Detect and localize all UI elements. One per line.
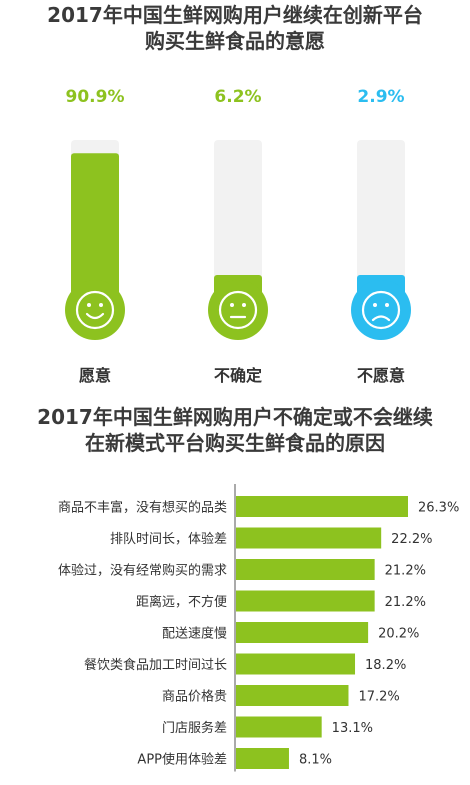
bar-value-label: 17.2%: [358, 690, 399, 705]
chart-title-reasons: 2017年中国生鲜网购用户不确定或不会继续 在新模式平台购买生鲜食品的原因: [0, 404, 470, 456]
face-eye: [230, 303, 234, 307]
bar-row: 距离远，不方便 21.2%: [136, 590, 426, 612]
bar: [236, 559, 375, 580]
reasons-bar-chart: 商品不丰富，没有想买的品类 26.3% 排队时间长，体验差 22.2% 体验过，没有经常…: [58, 484, 459, 772]
bar-row: 体验过，没有经常购买的需求 21.2%: [58, 559, 426, 580]
bar-value-label: 22.2%: [391, 532, 432, 547]
category-label: 愿意: [79, 366, 111, 385]
face-outline: [75, 290, 115, 330]
face-eye: [242, 303, 246, 307]
bar-value-label: 8.1%: [299, 753, 332, 768]
bar: [236, 653, 356, 675]
thermometer-2: 6.2% 不确定: [208, 87, 268, 385]
thermometer-fill: [71, 153, 119, 295]
bar-category-label: 门店服务差: [162, 720, 227, 736]
bar-value-label: 26.3%: [418, 501, 459, 516]
bar: [236, 685, 349, 706]
bar-value-label: 21.2%: [385, 595, 426, 610]
face-eye: [99, 303, 103, 307]
thermometer-3: 2.9% 不愿意: [351, 87, 411, 385]
face-eye: [373, 303, 377, 307]
bar: [236, 622, 369, 643]
title-line-2: 购买生鲜食品的意愿: [145, 29, 325, 53]
thermometer-chart: 90.9% 愿意 6.2% 不确定 2.9% 不愿意: [65, 87, 411, 385]
bar: [236, 748, 289, 769]
bar: [236, 590, 375, 612]
face-outline: [218, 290, 258, 330]
category-label: 不愿意: [357, 366, 405, 385]
thermometer-track: [357, 140, 405, 295]
chart-title-willingness: 2017年中国生鲜网购用户继续在创新平台 购买生鲜食品的意愿: [0, 2, 470, 54]
bar-value-label: 18.2%: [365, 658, 406, 673]
face-eye: [87, 303, 91, 307]
value-label: 6.2%: [214, 87, 261, 107]
sad-face-icon: [351, 280, 411, 340]
bar-row: APP使用体验差 8.1%: [137, 748, 332, 769]
smile-face-icon: [65, 280, 125, 340]
bar-value-label: 21.2%: [385, 564, 426, 579]
face-mouth: [371, 315, 391, 322]
title-line-1: 2017年中国生鲜网购用户继续在创新平台: [47, 3, 423, 27]
neutral-face-icon: [208, 280, 268, 340]
bar-category-label: 商品价格贵: [162, 689, 227, 705]
bar: [236, 496, 408, 517]
face-eye: [385, 303, 389, 307]
bar-category-label: 配送速度慢: [162, 626, 227, 642]
bar-category-label: 体验过，没有经常购买的需求: [58, 563, 227, 579]
value-label: 90.9%: [66, 87, 125, 107]
bar: [236, 716, 322, 738]
category-label: 不确定: [214, 366, 262, 385]
bar-category-label: 商品不丰富，没有想买的品类: [58, 500, 227, 516]
thermometer-1: 90.9% 愿意: [65, 87, 125, 385]
title-line-1: 2017年中国生鲜网购用户不确定或不会继续: [37, 405, 433, 429]
bar-category-label: 距离远，不方便: [136, 594, 227, 610]
bar-row: 餐饮类食品加工时间过长 18.2%: [84, 653, 406, 675]
thermometer-track: [214, 140, 262, 295]
bar-category-label: 餐饮类食品加工时间过长: [84, 657, 227, 673]
face-mouth: [85, 312, 105, 320]
bar-row: 商品价格贵 17.2%: [162, 685, 400, 706]
title-line-2: 在新模式平台购买生鲜食品的原因: [85, 431, 385, 455]
bar-value-label: 20.2%: [378, 627, 419, 642]
bar: [236, 527, 382, 549]
bar-row: 门店服务差 13.1%: [162, 716, 373, 738]
bar-row: 商品不丰富，没有想买的品类 26.3%: [58, 496, 459, 517]
value-label: 2.9%: [357, 87, 404, 107]
face-outline: [361, 290, 401, 330]
bar-row: 配送速度慢 20.2%: [162, 622, 419, 643]
bar-category-label: APP使用体验差: [137, 752, 227, 768]
bar-row: 排队时间长，体验差 22.2%: [110, 527, 432, 549]
bar-category-label: 排队时间长，体验差: [110, 531, 227, 547]
bar-value-label: 13.1%: [332, 721, 373, 736]
